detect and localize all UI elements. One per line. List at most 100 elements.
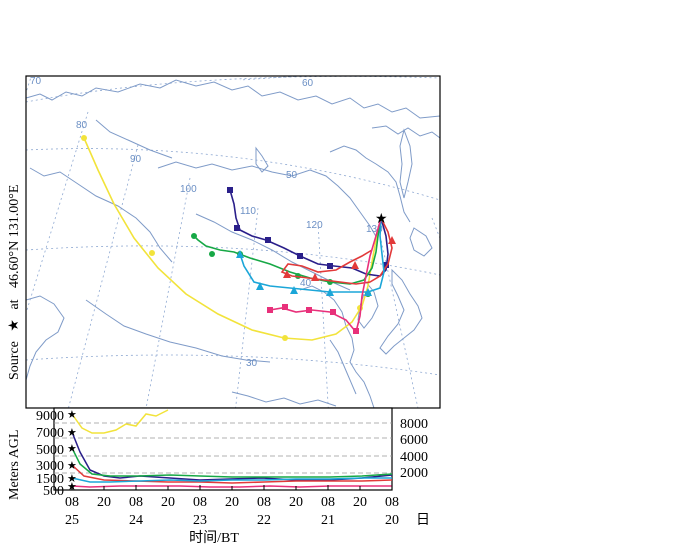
- left-tick-1500: 1500: [36, 472, 64, 487]
- cyan-marker: [364, 288, 372, 296]
- label-80: 80: [76, 120, 88, 131]
- start-star-9000: ★: [67, 408, 77, 421]
- graticule: [26, 76, 440, 408]
- x-hour-label: 08: [65, 495, 79, 510]
- trajectory-cyan: [239, 217, 385, 293]
- map-panel: 70 60 80 90 100 110 120 130 50 40 30: [25, 75, 441, 409]
- tibet-border: [85, 299, 271, 363]
- x-day-label: 25: [65, 513, 79, 528]
- profile-navy: [71, 431, 392, 481]
- mongolia-border: [157, 161, 379, 241]
- source-at: at: [7, 299, 22, 309]
- trajectories: [81, 135, 396, 341]
- trajectory-red: [280, 217, 393, 285]
- profile-frame: [53, 407, 393, 491]
- source-star-glyph: ★: [6, 319, 22, 332]
- source-word: Source: [7, 341, 22, 380]
- left-tick-7000: 7000: [36, 426, 64, 441]
- navy-marker: [265, 237, 271, 243]
- profile-left-ticks: 9000 7000 5000 3000 1500 500: [36, 409, 64, 499]
- x-hour-label: 08: [129, 495, 143, 510]
- navy-marker: [227, 187, 233, 193]
- profile-x-days: 25 24 23 22 21 20 日: [65, 513, 430, 528]
- navy-markers: [227, 187, 389, 269]
- x-hour-label: 20: [97, 495, 111, 510]
- label-30: 30: [246, 358, 258, 369]
- sakhalin-coast: [399, 128, 413, 199]
- source-coords: 46.60°N 131.00°E: [7, 185, 22, 288]
- west-border: [26, 295, 65, 381]
- x-day-label: 23: [193, 513, 207, 528]
- graticule-labels: 70 60 80 90 100 110 120 130 50 40 30: [30, 76, 383, 369]
- source-label-text: Source ★ at 46.60°N 131.00°E: [6, 185, 22, 380]
- right-tick-8000: 8000: [400, 417, 428, 432]
- red-marker: [351, 261, 359, 269]
- navy-marker: [297, 253, 303, 259]
- red-marker: [283, 270, 291, 278]
- hokkaido-coast: [409, 227, 433, 257]
- cyan-marker: [236, 250, 244, 258]
- right-tick-2000: 2000: [400, 466, 428, 481]
- inner-border: [195, 213, 351, 291]
- cyan-marker: [256, 282, 264, 290]
- profile-gridlines: [54, 422, 392, 474]
- red-marker: [388, 236, 396, 244]
- x-hour-label: 08: [193, 495, 207, 510]
- magenta-marker: [306, 307, 312, 313]
- cyan-markers: [236, 250, 372, 296]
- magenta-marker: [330, 309, 336, 315]
- meridian-130: [377, 225, 419, 408]
- profile-right-ticks: 8000 6000 4000 2000: [400, 417, 428, 481]
- green-marker: [191, 233, 197, 239]
- navy-marker: [383, 262, 389, 268]
- red-marker: [311, 273, 319, 281]
- japan-coast: [379, 268, 423, 355]
- label-50: 50: [286, 170, 298, 181]
- yellow-marker: [282, 335, 288, 341]
- x-hour-label: 20: [353, 495, 367, 510]
- x-day-label: 24: [129, 513, 143, 528]
- yangtze-coast: [329, 339, 357, 395]
- label-110: 110: [240, 206, 256, 217]
- start-star-5000: ★: [67, 442, 77, 455]
- start-star-3000: ★: [67, 459, 77, 472]
- profile-panel: ★ ★ ★ ★ ★ ★ 9000 7000 5000 3000 1500 500…: [7, 407, 430, 546]
- profile-magenta: [71, 485, 392, 488]
- x-hour-label: 20: [225, 495, 239, 510]
- source-label: Source ★ at 46.60°N 131.00°E: [6, 185, 22, 380]
- x-hour-label: 20: [161, 495, 175, 510]
- x-hour-label: 08: [385, 495, 399, 510]
- label-100: 100: [180, 184, 197, 195]
- lake-baikal: [255, 146, 269, 173]
- right-tick-4000: 4000: [400, 450, 428, 465]
- left-tick-5000: 5000: [36, 443, 64, 458]
- navy-marker: [234, 225, 240, 231]
- parallel-50: [26, 148, 440, 201]
- right-tick-6000: 6000: [400, 433, 428, 448]
- cyan-marker: [290, 286, 298, 294]
- profile-x-hours: 08 20 08 20 08 20 08 20 08 20 08: [65, 495, 399, 510]
- left-tick-3000: 3000: [36, 459, 64, 474]
- profile-x-tickmarks: [71, 485, 393, 490]
- map-content: 70 60 80 90 100 110 120 130 50 40 30: [26, 76, 440, 408]
- x-day-label: 21: [321, 513, 335, 528]
- kazakh-border: [29, 167, 173, 263]
- profile-yellow: [71, 409, 169, 434]
- kamchatka-coast: [371, 125, 440, 139]
- map-background: [26, 76, 440, 408]
- magenta-marker: [282, 304, 288, 310]
- okhotsk-coast: [329, 145, 411, 223]
- meridian-90: [68, 144, 139, 408]
- start-height-stars: ★ ★ ★ ★ ★ ★: [67, 408, 77, 493]
- meridian-80: [26, 111, 89, 315]
- x-day-label: 22: [257, 513, 271, 528]
- source-star-marker: ★: [375, 211, 388, 227]
- green-marker: [209, 251, 215, 257]
- profile-green: [71, 447, 392, 478]
- parallel-30: [26, 354, 440, 376]
- label-130: 130: [366, 224, 383, 235]
- siberia-river: [95, 119, 173, 159]
- x-day-label: 20: [385, 513, 399, 528]
- start-star-1500: ★: [67, 472, 77, 485]
- profile-lines: [71, 409, 392, 488]
